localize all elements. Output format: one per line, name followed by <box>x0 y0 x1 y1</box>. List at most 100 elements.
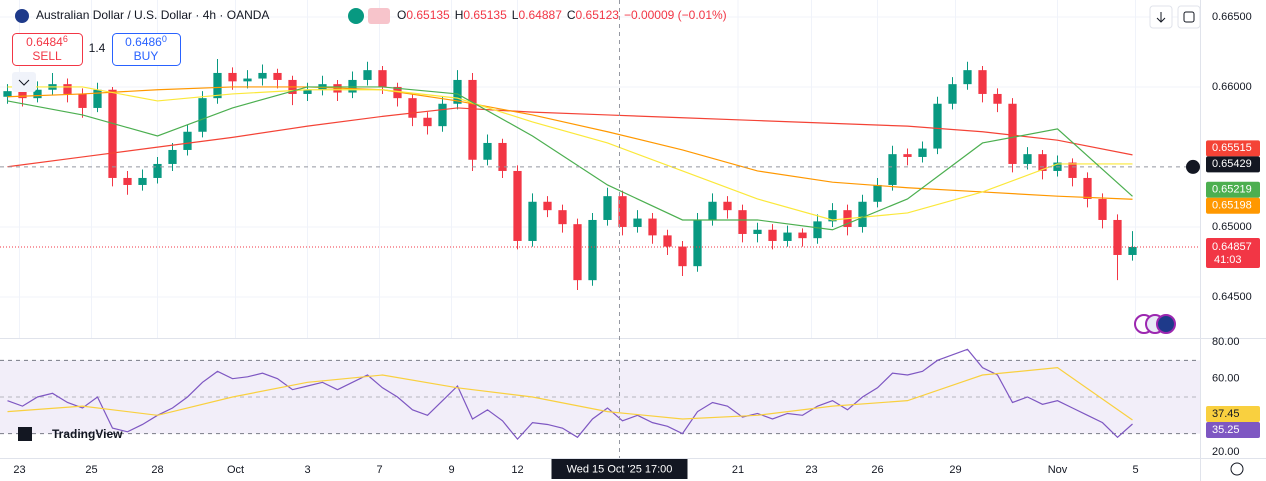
candle-body <box>633 218 642 227</box>
candle-body <box>1008 103 1017 164</box>
y-tick-label: 0.66500 <box>1212 11 1252 23</box>
ohlc-value: 0.64887 <box>518 8 562 22</box>
price-label: 0.65515 <box>1212 142 1252 154</box>
x-tick-label: 23 <box>13 464 25 476</box>
candle-body <box>198 98 207 132</box>
candle-body <box>33 89 42 99</box>
symbol-header: Australian Dollar / U.S. Dollar · 4h · O… <box>36 8 269 22</box>
event-icon[interactable] <box>1156 314 1176 334</box>
moving-average <box>7 107 1133 168</box>
ohlc-value: 0.65135 <box>406 8 450 22</box>
candle-body <box>783 232 792 241</box>
candle-body <box>483 142 492 160</box>
candle-body <box>453 79 462 104</box>
candle-body <box>303 89 312 94</box>
candle-body <box>1098 198 1107 220</box>
ohlc: O0.65135 H0.65135 L0.64887 C0.65123 −0.00009… <box>397 8 727 22</box>
buy-button[interactable] <box>112 33 181 66</box>
status-dot <box>348 8 364 24</box>
candle-body <box>723 201 732 211</box>
candle-body <box>78 93 87 108</box>
moving-average <box>7 86 1133 200</box>
candle-body <box>768 229 777 241</box>
x-tick-label: 12 <box>511 464 523 476</box>
ohlc-key: H <box>455 8 464 22</box>
last-price-bg <box>1206 237 1260 268</box>
candle-body <box>1083 177 1092 199</box>
buy-label: BUY <box>134 49 159 63</box>
x-tick-label: 5 <box>1132 464 1138 476</box>
y-tick-label: 0.66000 <box>1212 81 1252 93</box>
candle-body <box>258 72 267 79</box>
x-tick-label: 7 <box>376 464 382 476</box>
change: −0.00009 (−0.01%) <box>624 8 727 22</box>
fullscreen-button[interactable] <box>1177 5 1201 29</box>
sell-label: SELL <box>32 49 62 63</box>
candle-body <box>798 232 807 239</box>
indicator-badge <box>368 8 390 24</box>
candle-body <box>618 196 627 227</box>
candle-body <box>243 78 252 82</box>
candle-body <box>903 154 912 157</box>
candle-body <box>963 70 972 85</box>
candle-body <box>138 177 147 185</box>
candle-body <box>168 149 177 164</box>
rsi-ma-line <box>7 367 1133 421</box>
candle-body <box>933 103 942 149</box>
chevron <box>18 79 30 86</box>
candle-body <box>543 201 552 211</box>
settings-icon[interactable] <box>1230 462 1244 476</box>
candle-body <box>273 72 282 80</box>
buy-price: 0.64860 <box>125 34 167 49</box>
candle-body <box>858 201 867 227</box>
price-label-bg <box>1206 140 1260 157</box>
x-tick-label: 28 <box>151 464 163 476</box>
candle-body <box>588 219 597 281</box>
candle-body <box>693 219 702 267</box>
candle-body <box>1068 162 1077 178</box>
countdown: 41:03 <box>1214 254 1242 266</box>
candle-body <box>648 218 657 236</box>
candle-body <box>1113 219 1122 255</box>
rsi-label-bg <box>1206 421 1260 438</box>
candle-body <box>513 170 522 241</box>
crosshair-plus <box>1186 159 1200 174</box>
x-tick-label: 9 <box>448 464 454 476</box>
ohlc-key: L <box>512 8 519 22</box>
crosshair-x-label: Wed 15 Oct '25 17:00 <box>567 463 673 475</box>
x-tick-label: Oct <box>227 464 244 476</box>
x-tick-label: 3 <box>304 464 310 476</box>
ohlc-value: 0.65123 <box>576 8 620 22</box>
candle-body <box>888 154 897 185</box>
y-tick-label: 0.65000 <box>1212 221 1252 233</box>
candle-body <box>18 91 27 99</box>
sell-price: 0.64846 <box>26 34 68 49</box>
candle-body <box>558 210 567 225</box>
ohlc-value: 0.65135 <box>463 8 507 22</box>
flag-icon <box>15 9 29 23</box>
price-label-bg <box>1206 197 1260 214</box>
candle-body <box>3 91 12 97</box>
candle-body <box>603 196 612 220</box>
rsi-ma-label: 37.45 <box>1212 408 1240 420</box>
moving-average <box>7 86 1133 231</box>
collapse-button[interactable] <box>12 72 36 92</box>
candle-body <box>753 229 762 234</box>
price-label-bg <box>1206 156 1260 173</box>
ohlc-key: C <box>567 8 576 22</box>
candle-body <box>183 131 192 150</box>
x-tick-label: 21 <box>732 464 744 476</box>
candle-body <box>423 117 432 127</box>
rsi-label: 35.25 <box>1212 424 1240 436</box>
candle-body <box>228 72 237 82</box>
candle-body <box>573 224 582 281</box>
x-tick-label: 25 <box>85 464 97 476</box>
price-label: 0.65219 <box>1212 184 1252 196</box>
candle-body <box>363 70 372 80</box>
sell-button[interactable] <box>12 33 83 66</box>
candle-body <box>93 89 102 108</box>
candle-body <box>813 221 822 239</box>
candle-body <box>663 235 672 247</box>
